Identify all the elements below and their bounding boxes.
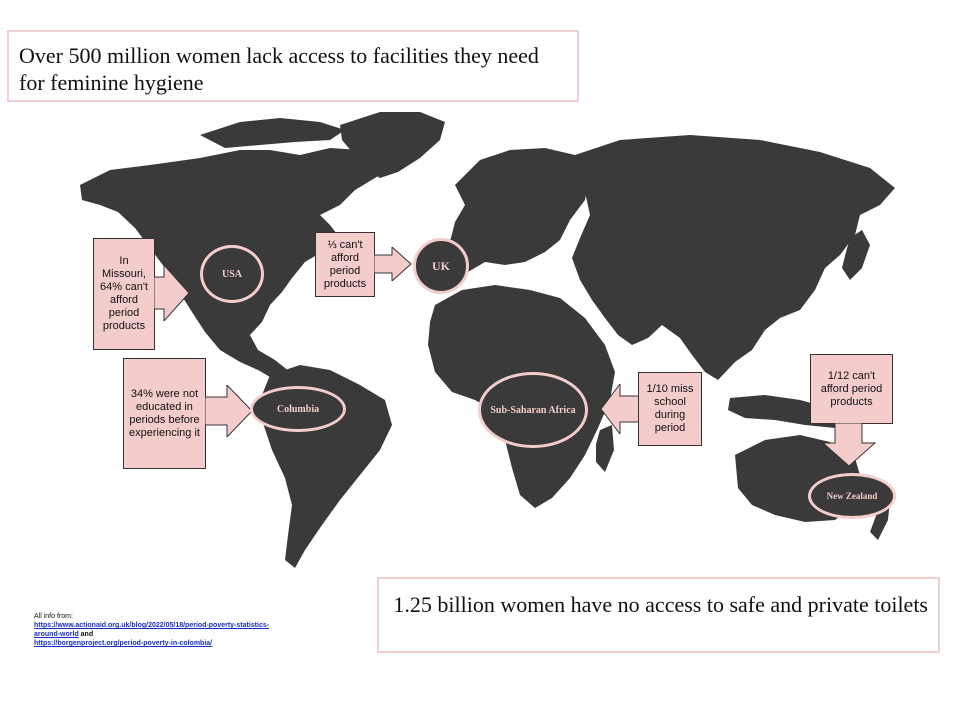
columbia-arrow-icon xyxy=(205,385,253,437)
uk-note-text: ⅓ can't afford period products xyxy=(323,238,367,290)
usa-note: In Missouri, 64% can't afford period pro… xyxy=(93,238,155,350)
usa-note-text: In Missouri, 64% can't afford period pro… xyxy=(100,255,148,332)
new-zealand-label: New Zealand xyxy=(826,491,878,501)
africa-label: Sub-Saharan Africa xyxy=(490,404,576,416)
headline-text: Over 500 million women lack access to fa… xyxy=(19,43,539,95)
new-zealand-note-text: 1/12 can't afford period products xyxy=(820,369,883,408)
headline-box: Over 500 million women lack access to fa… xyxy=(7,30,579,102)
new-zealand-arrow-icon xyxy=(822,423,876,467)
uk-label: UK xyxy=(432,258,450,273)
japan-shape xyxy=(842,230,870,280)
sources: All info from: https://www.actionaid.org… xyxy=(34,612,274,648)
usa-label: USA xyxy=(221,268,242,280)
source-link-borgen[interactable]: https://borgenproject.org/period-poverty… xyxy=(34,640,213,647)
usa-bubble: USA xyxy=(200,245,264,303)
bottom-statement-text: 1.25 billion women have no access to saf… xyxy=(393,592,928,617)
africa-arrow-icon xyxy=(600,384,640,434)
europe-shape xyxy=(450,148,590,272)
columbia-note-text: 34% were not educated in periods before … xyxy=(129,387,200,439)
uk-bubble: UK xyxy=(413,238,469,294)
africa-bubble: Sub-Saharan Africa xyxy=(478,372,588,448)
usa-arrow-icon xyxy=(154,265,190,321)
uk-note: ⅓ can't afford period products xyxy=(315,232,375,297)
columbia-bubble: Columbia xyxy=(250,386,346,432)
africa-note: 1/10 miss school during period xyxy=(638,372,702,446)
sources-joiner: and xyxy=(78,631,94,638)
asia-shape xyxy=(560,135,895,380)
madagascar-shape xyxy=(596,425,614,472)
bottom-statement-box: 1.25 billion women have no access to saf… xyxy=(377,577,940,653)
greenland-shape xyxy=(340,112,445,178)
columbia-label: Columbia xyxy=(276,403,320,415)
africa-note-text: 1/10 miss school during period xyxy=(646,383,694,434)
new-zealand-bubble: New Zealand xyxy=(808,473,896,519)
new-zealand-note: 1/12 can't afford period products xyxy=(810,354,893,424)
columbia-note: 34% were not educated in periods before … xyxy=(123,358,206,469)
arctic-islands-shape xyxy=(200,118,345,148)
uk-arrow-icon xyxy=(374,247,412,281)
sources-prefix: All info from: xyxy=(34,613,73,620)
source-link-actionaid[interactable]: https://www.actionaid.org.uk/blog/2022/0… xyxy=(34,622,270,638)
